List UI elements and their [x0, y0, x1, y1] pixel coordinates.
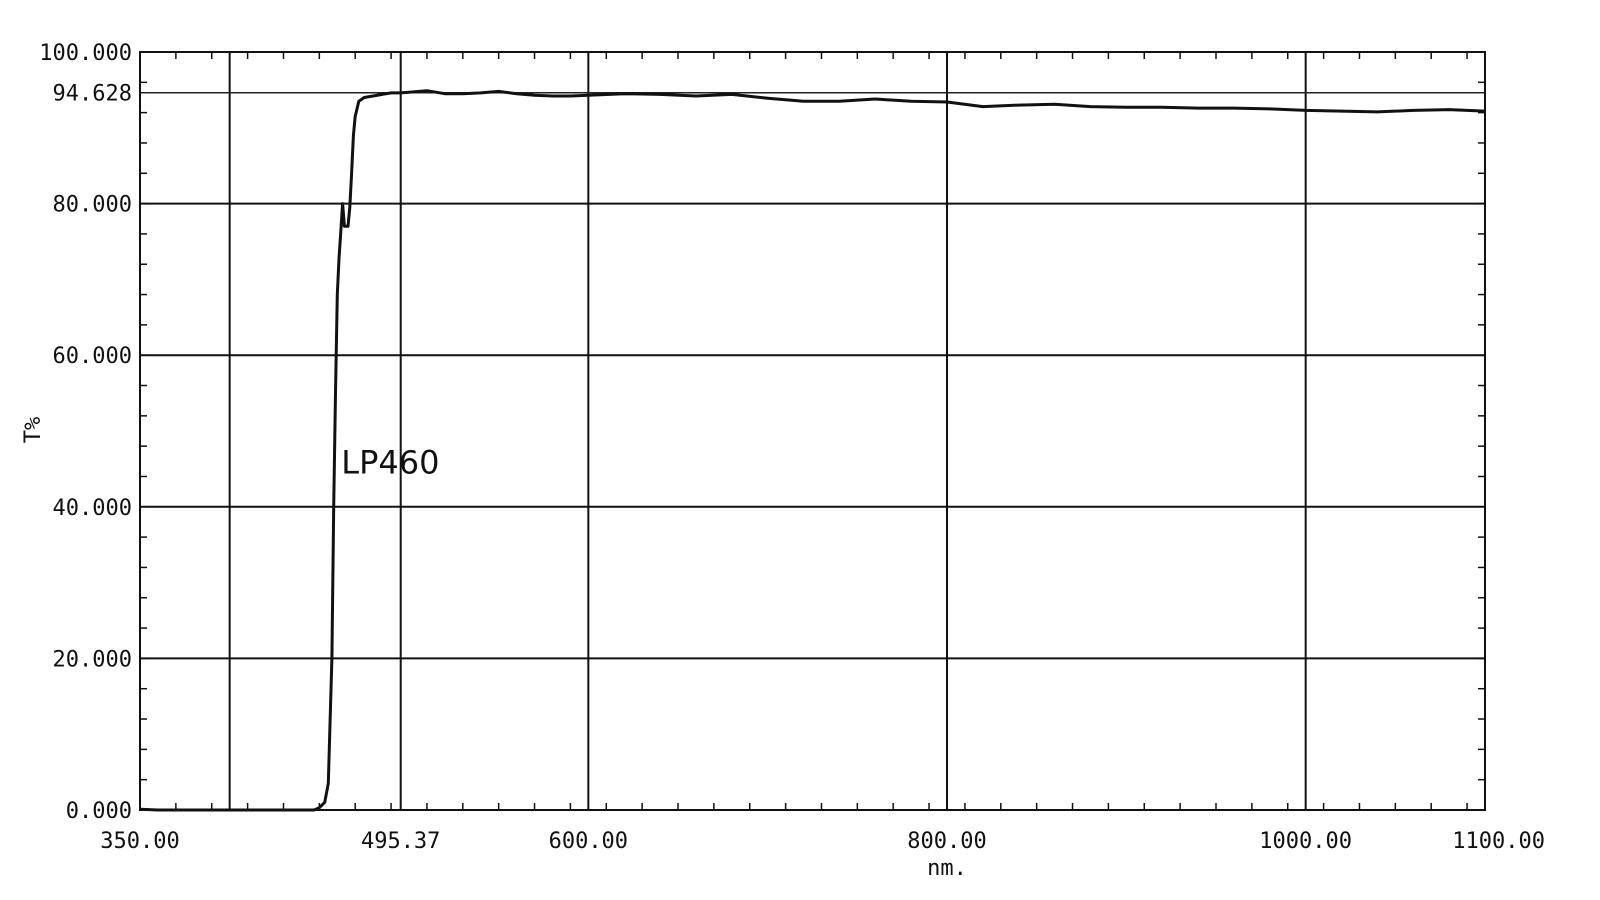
x-tick-label: 1000.00 [1259, 829, 1352, 854]
x-axis-title: nm. [927, 856, 967, 881]
grid-lines [140, 52, 1485, 810]
x-axis-tick-labels: 350.00 495.37 600.00 800.00 1000.00 1100.00 [100, 829, 1545, 854]
x-tick-label: 495.37 [361, 829, 440, 854]
y-tick-label: 100.000 [39, 41, 132, 66]
x-tick-label: 1100.00 [1452, 829, 1545, 854]
y-tick-label: 0.000 [66, 799, 132, 824]
y-tick-label: 80.000 [53, 193, 132, 218]
x-tick-label: 600.00 [549, 829, 628, 854]
series-annotation: LP460 [341, 443, 439, 481]
y-axis-title: T% [21, 417, 46, 444]
x-tick-label: 350.00 [100, 829, 179, 854]
y-tick-label: 40.000 [53, 496, 132, 521]
series-layer [139, 89, 1486, 812]
y-tick-label: 94.628 [53, 82, 132, 107]
plot-area-border [139, 51, 1486, 811]
minor-ticks [139, 51, 1485, 811]
y-tick-label: 20.000 [53, 647, 132, 672]
series-line-lp460 [139, 89, 1486, 812]
y-tick-label: 60.000 [53, 344, 132, 369]
x-tick-label: 800.00 [907, 829, 986, 854]
y-axis-tick-labels: 0.000 20.000 40.000 60.000 80.000 94.628 100.0… [39, 41, 132, 824]
